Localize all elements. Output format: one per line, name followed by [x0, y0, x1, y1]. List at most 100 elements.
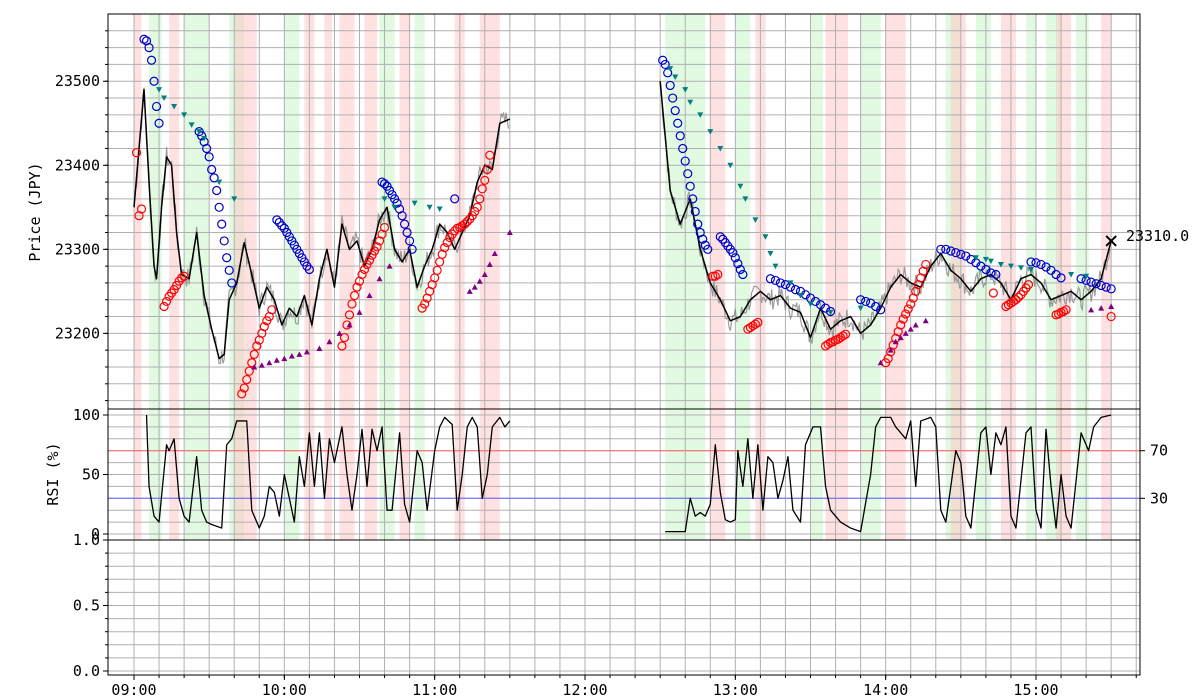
sar-up-point	[828, 337, 838, 347]
trend-down-marker	[411, 200, 418, 207]
sar-up-point	[477, 184, 487, 194]
sar-up-point	[921, 259, 931, 270]
sar-up-point	[440, 243, 450, 253]
sar-up-point	[339, 332, 350, 343]
sar-down-point	[204, 152, 214, 162]
bear-zone	[339, 14, 355, 409]
trend-up-marker	[506, 229, 513, 236]
trend-down-marker	[787, 280, 794, 286]
sar-up-point	[838, 331, 848, 341]
trend-down-marker	[687, 99, 694, 106]
trend-up-marker	[887, 347, 894, 353]
last-price-marker	[1105, 235, 1117, 247]
trend-down-marker	[727, 162, 734, 169]
trend-down-marker	[1083, 273, 1090, 280]
trend-down-marker	[201, 135, 208, 142]
trend-down-marker	[972, 255, 979, 261]
empty-tick-label: 0.0	[73, 662, 100, 680]
trend-down-marker	[752, 217, 759, 223]
sar-up-point	[1058, 306, 1069, 317]
sar-down-point	[936, 244, 946, 254]
price-panel: 23200 23300 23400 23500	[55, 13, 1141, 410]
sar-down-point	[144, 43, 154, 53]
sar-down-point	[730, 253, 740, 263]
sar-down-point	[951, 248, 961, 258]
rsi-right-tick-label: 30	[1150, 489, 1168, 507]
sar-down-point	[688, 194, 698, 204]
sar-down-point	[222, 253, 232, 263]
trend-down-marker	[697, 112, 704, 118]
sar-down-point	[876, 305, 886, 315]
sar-up-point	[462, 216, 472, 227]
sar-up-point	[823, 339, 833, 349]
sar-down-point	[735, 264, 745, 275]
sar-up-point	[357, 269, 367, 280]
sar-up-point	[159, 301, 169, 312]
sar-down-point	[1086, 277, 1096, 287]
sar-up-point	[247, 358, 257, 368]
sar-up-point	[372, 242, 382, 252]
sar-down-point	[946, 246, 956, 256]
trend-down-marker	[171, 103, 178, 110]
sar-down-point	[765, 274, 776, 284]
sar-down-point	[683, 169, 693, 179]
trend-down-marker	[767, 251, 774, 257]
x-tick-label: 12:00	[562, 681, 607, 699]
sar-up-point	[713, 269, 723, 280]
empty-frame	[107, 539, 1141, 676]
sar-down-point	[733, 259, 743, 269]
trend-up-marker	[877, 359, 884, 366]
sar-up-point	[364, 255, 375, 265]
sar-up-point	[237, 389, 247, 399]
sar-down-point	[217, 219, 227, 229]
trend-up-marker	[386, 263, 393, 269]
sar-down-point	[728, 248, 738, 258]
trend-up-marker	[897, 334, 904, 341]
sar-up-point	[432, 265, 442, 275]
sar-up-point	[259, 322, 269, 332]
sar-down-point	[212, 185, 222, 196]
bear-zone	[399, 14, 410, 409]
sar-down-point	[668, 93, 678, 103]
sar-down-point	[698, 234, 708, 244]
trend-up-marker	[336, 330, 343, 336]
sar-down-point	[405, 236, 415, 246]
price-tick-label: 23500	[55, 72, 100, 90]
bear-zone	[324, 14, 332, 409]
sar-down-point	[941, 244, 951, 254]
x-tick-label: 15:00	[1013, 681, 1058, 699]
bull-zone	[975, 14, 991, 409]
trend-down-marker	[156, 87, 163, 93]
sar-up-point	[349, 290, 360, 301]
sar-down-point	[224, 265, 234, 275]
sar-down-point	[1091, 279, 1101, 289]
trend-up-marker	[346, 321, 353, 328]
sar-up-point	[901, 309, 911, 319]
trend-down-marker	[797, 293, 804, 299]
sar-up-point	[379, 222, 390, 233]
sar-down-point	[146, 55, 157, 65]
price-smooth-line-am	[133, 88, 511, 360]
sar-down-point	[151, 101, 162, 112]
sar-down-point	[1096, 280, 1106, 291]
sar-down-point	[663, 68, 673, 78]
trend-up-marker	[303, 348, 310, 355]
sar-down-point	[770, 275, 781, 286]
trend-down-marker	[231, 196, 238, 202]
sar-up-point	[903, 304, 913, 314]
sar-up-point	[750, 319, 760, 329]
bear-zone	[710, 14, 726, 409]
x-tick-label: 13:00	[713, 681, 758, 699]
trend-down-marker	[426, 204, 433, 211]
trend-up-marker	[476, 278, 483, 284]
sar-down-point	[693, 219, 703, 229]
sar-down-point	[775, 278, 786, 288]
trend-up-marker	[316, 345, 323, 351]
sar-down-point	[675, 131, 685, 141]
sar-down-point	[154, 118, 164, 128]
sar-down-point	[660, 59, 670, 70]
sar-up-point	[239, 383, 249, 393]
bear-zone	[1101, 14, 1112, 409]
sar-up-point	[840, 329, 851, 339]
